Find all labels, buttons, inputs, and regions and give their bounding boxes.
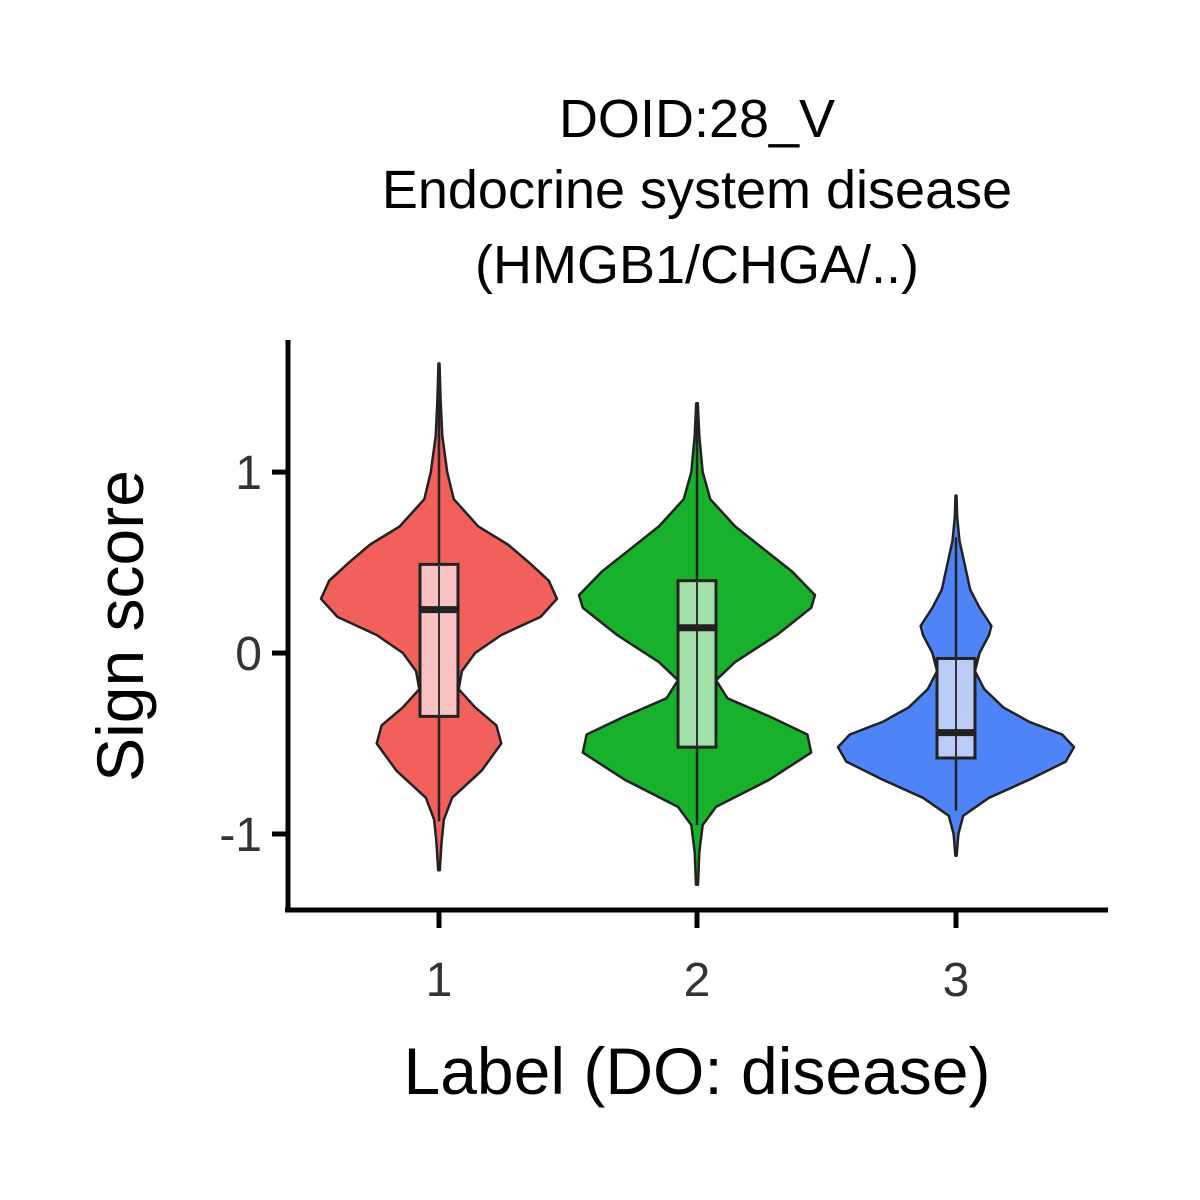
title-line-2: Endocrine system disease bbox=[382, 160, 1012, 220]
violin-group-3 bbox=[836, 494, 1076, 857]
y-tick-label: -1 bbox=[219, 809, 262, 862]
title-line-1: DOID:28_V bbox=[559, 89, 835, 149]
x-tick-label: 3 bbox=[943, 954, 970, 1007]
violin-group-1 bbox=[319, 362, 559, 872]
y-ticks: -1 0 1 bbox=[219, 447, 288, 862]
y-axis-title: Sign score bbox=[83, 470, 157, 782]
x-tick-label: 2 bbox=[684, 954, 711, 1007]
x-ticks: 1 2 3 bbox=[426, 910, 970, 1007]
chart-title: DOID:28_V Endocrine system disease (HMGB… bbox=[382, 89, 1012, 295]
y-tick-label: 0 bbox=[235, 628, 262, 681]
y-tick-label: 1 bbox=[235, 447, 262, 500]
violin-group-2 bbox=[577, 402, 817, 886]
title-line-3: (HMGB1/CHGA/..) bbox=[475, 235, 919, 295]
violins-layer bbox=[319, 362, 1076, 886]
x-tick-label: 1 bbox=[426, 954, 453, 1007]
x-axis-title: Label (DO: disease) bbox=[404, 1034, 991, 1108]
